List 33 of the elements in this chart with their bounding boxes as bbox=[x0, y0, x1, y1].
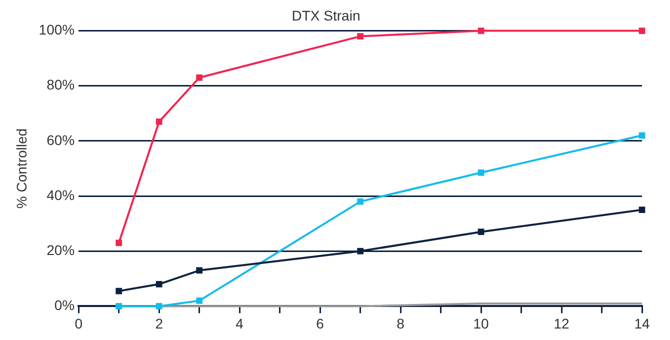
point bbox=[196, 267, 203, 274]
x-tick-label: 14 bbox=[634, 315, 650, 332]
x-tick-label: 6 bbox=[316, 315, 324, 332]
y-tick-label: 0% bbox=[54, 297, 75, 314]
point bbox=[116, 303, 122, 310]
point bbox=[156, 118, 162, 125]
x-tick-label: 2 bbox=[155, 315, 164, 332]
point bbox=[638, 28, 646, 34]
chart-title: DTX Strain bbox=[292, 7, 360, 24]
x-tick-label: 12 bbox=[554, 315, 570, 332]
x-tick-label: 0 bbox=[74, 315, 83, 332]
y-tick-label: 20% bbox=[46, 242, 75, 258]
y-axis-title: % Controlled bbox=[13, 128, 30, 209]
point bbox=[196, 298, 203, 304]
point bbox=[156, 280, 162, 288]
y-tick-label: 40% bbox=[46, 186, 75, 203]
point bbox=[357, 198, 364, 205]
point bbox=[196, 74, 203, 81]
x-tick-label: 10 bbox=[473, 315, 490, 332]
x-tick-label: 8 bbox=[396, 315, 405, 332]
point bbox=[478, 28, 484, 34]
point bbox=[638, 206, 646, 213]
point bbox=[478, 169, 484, 176]
point bbox=[116, 288, 122, 294]
point bbox=[478, 228, 484, 236]
point bbox=[156, 303, 162, 310]
point bbox=[357, 248, 364, 254]
y-tick-label: 60% bbox=[46, 132, 75, 148]
y-tick-label: 80% bbox=[46, 76, 75, 93]
point bbox=[357, 33, 364, 40]
point bbox=[116, 240, 122, 246]
x-tick-label: 4 bbox=[236, 315, 244, 332]
y-tick-label: 100% bbox=[38, 22, 75, 38]
